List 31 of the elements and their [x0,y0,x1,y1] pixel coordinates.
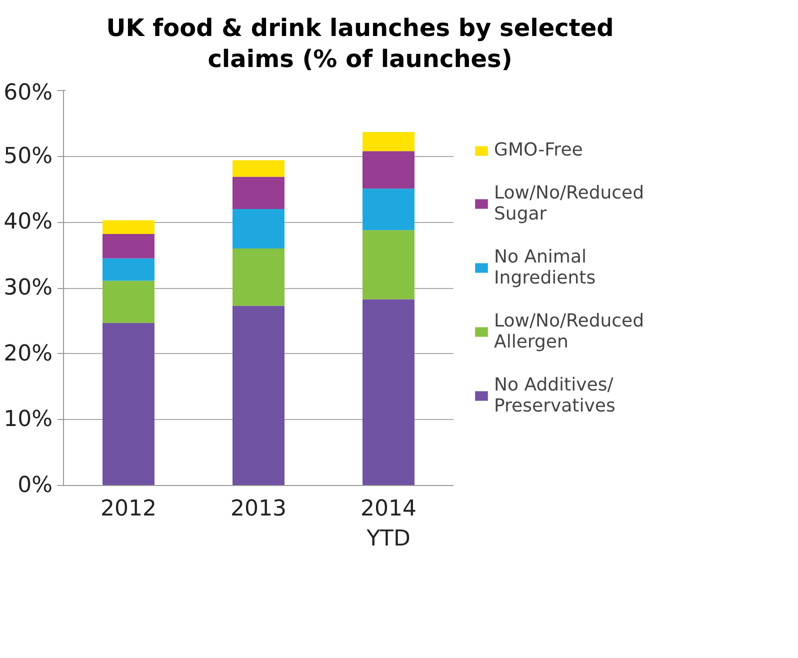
legend-label: Low/No/Reduced Sugar [494,182,644,225]
bar [362,230,414,300]
y-tick-label: 60% [4,80,53,106]
y-tick-label: 0% [18,473,53,498]
bar [362,300,414,486]
y-tick-label: 50% [4,144,53,170]
bar [102,258,154,282]
bar [232,160,284,178]
legend-label: Low/No/Reduced Allergen [494,310,644,353]
bar [102,220,154,234]
bar [232,306,284,486]
bar [102,234,154,259]
chart-title: UK food & drink launches by selected claims (% of launches) [105,13,615,76]
y-tick-label: 20% [4,342,53,367]
y-tick-label: 10% [4,408,53,433]
bar [232,177,284,210]
bar [362,132,414,152]
legend-label: No Animal Ingredients [494,246,596,289]
y-tick-label: 40% [4,210,53,236]
bar [102,323,154,486]
bar [362,188,414,230]
bar [102,281,154,324]
x-tick-label: 2013 [230,496,287,522]
bar [362,151,414,189]
x-tick-label: 2014 YTD [360,496,417,552]
bar [232,209,284,249]
legend-label: GMO-Free [494,140,583,161]
bar [232,248,284,306]
legend-label: No Additives/ Preservatives [494,374,616,417]
y-tick-label: 30% [4,276,53,301]
x-tick-label: 2012 [100,496,157,522]
